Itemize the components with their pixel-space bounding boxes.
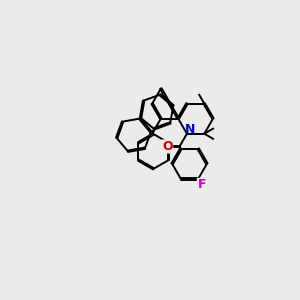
Text: N: N (184, 123, 195, 136)
Text: O: O (162, 140, 173, 153)
Text: F: F (197, 178, 206, 191)
